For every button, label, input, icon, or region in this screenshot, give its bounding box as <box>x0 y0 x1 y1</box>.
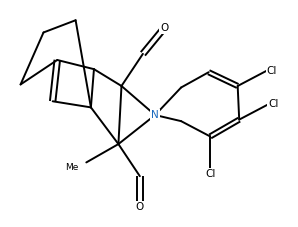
Text: O: O <box>160 23 168 33</box>
Text: Cl: Cl <box>267 66 277 76</box>
Text: Cl: Cl <box>268 99 279 109</box>
Text: O: O <box>136 202 144 212</box>
Text: Me: Me <box>65 163 79 172</box>
Text: Cl: Cl <box>205 168 215 179</box>
Text: N: N <box>151 110 159 120</box>
